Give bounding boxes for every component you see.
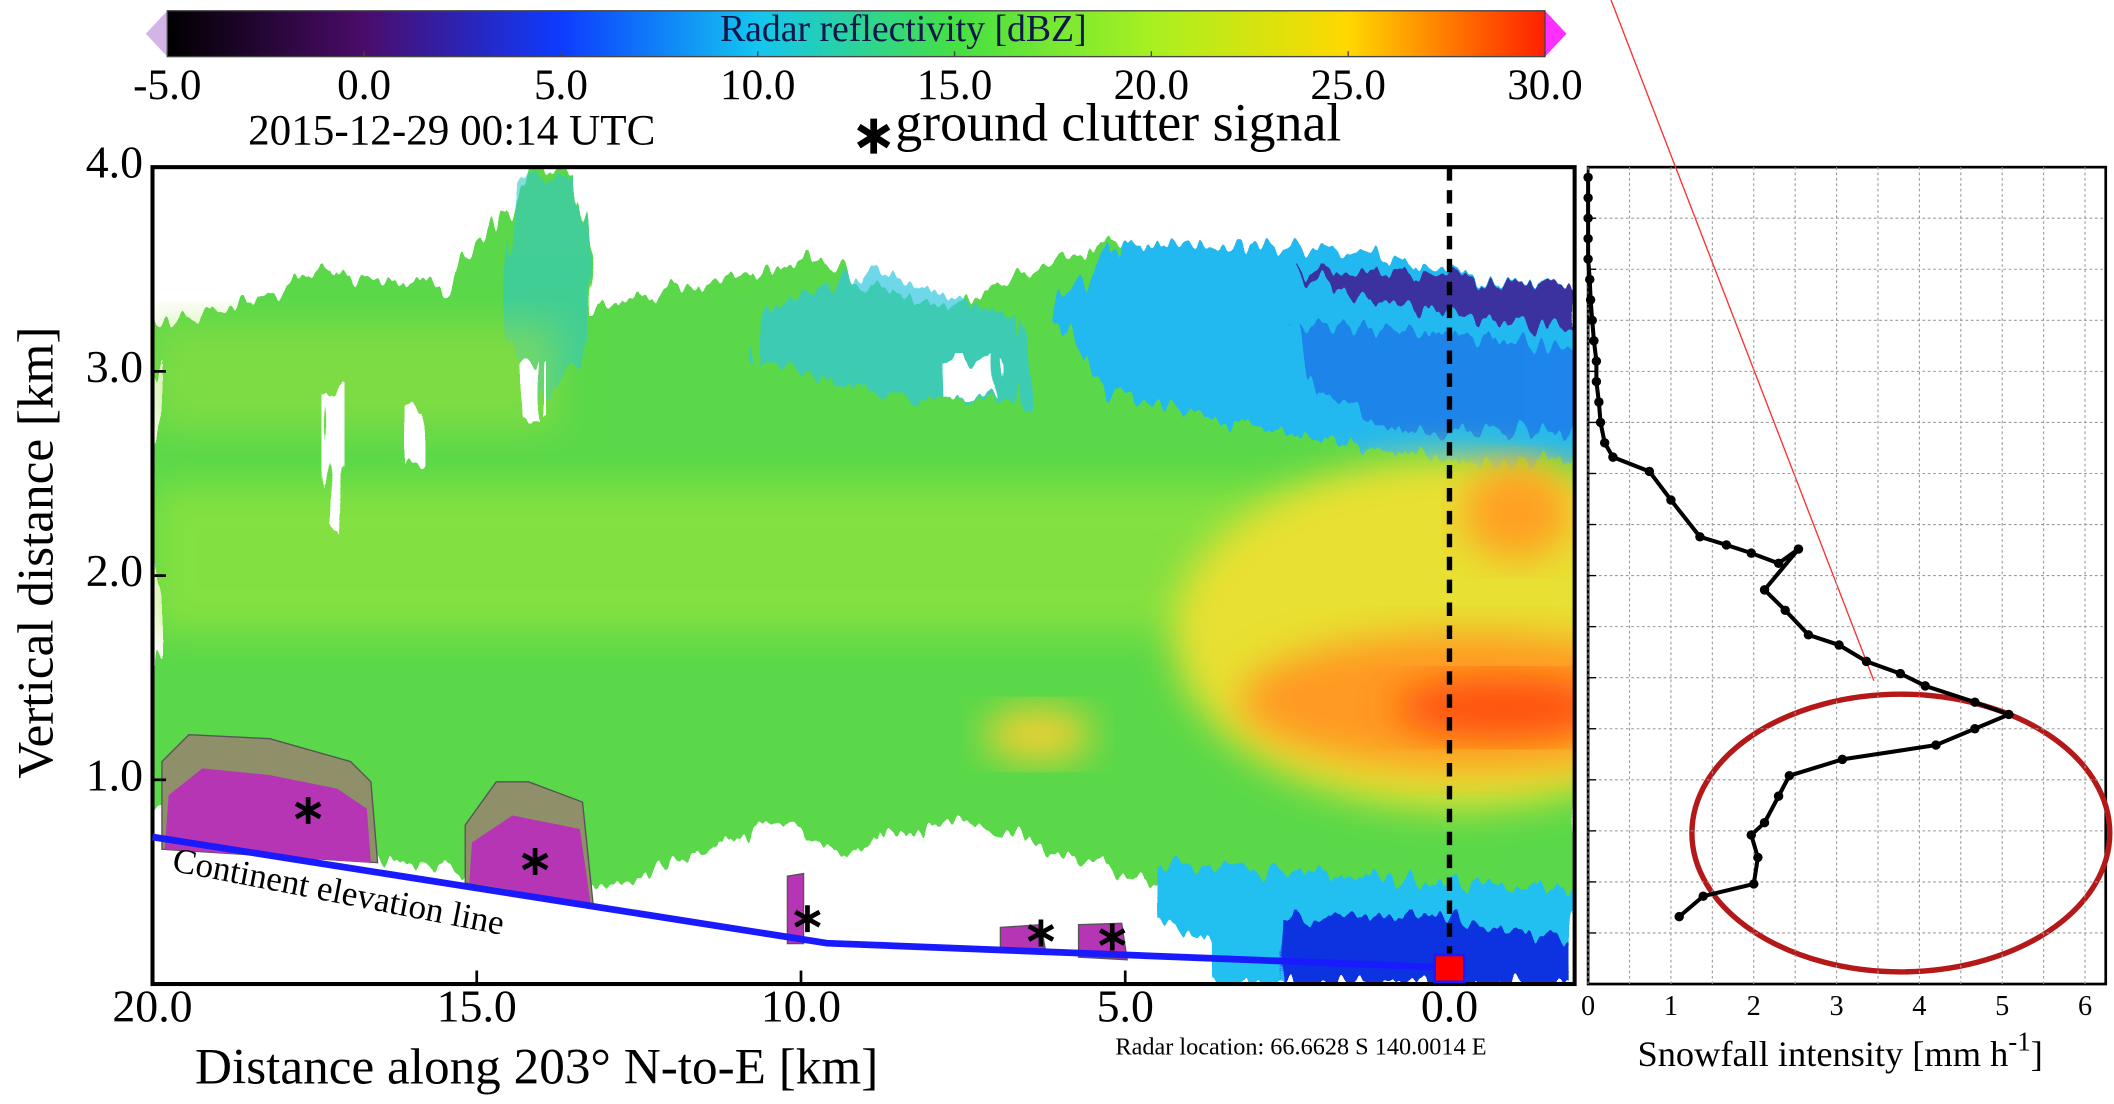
annotation-line [1610, 0, 1875, 681]
profile-x-label: Snowfall intensity [mm h-1] [1637, 1027, 2042, 1075]
profile-point [1583, 233, 1593, 244]
profile-point [1591, 376, 1602, 387]
y-axis-label: Vertical distance [km] [7, 327, 64, 779]
profile-point [1759, 817, 1770, 828]
clutter-legend: ground clutter signal [895, 92, 1341, 152]
profile-point [1585, 274, 1595, 285]
profile-point [1753, 852, 1763, 863]
profile-point [1780, 605, 1790, 616]
profile-point [1587, 315, 1597, 326]
profile-point [1931, 740, 1941, 750]
chart-title: 2015-12-29 00:14 UTC [248, 108, 655, 155]
colorbar-extend-low [145, 10, 168, 57]
profile-point [1666, 495, 1676, 505]
profile-point [1583, 193, 1593, 203]
x-tick-label: 4 [1912, 991, 1926, 1022]
profile-point [1837, 754, 1848, 765]
x-tick-label: 0 [1581, 991, 1595, 1022]
profile-point [1591, 356, 1602, 366]
profile-point [1920, 681, 1930, 691]
colorbar-tick-label: 20.0 [1114, 62, 1189, 109]
profile-point [1674, 911, 1684, 922]
x-tick-label: 15.0 [437, 981, 517, 1032]
colorbar-tick-label: 0.0 [337, 62, 391, 109]
radar-marker [1433, 953, 1466, 984]
profile-point [1970, 697, 1980, 707]
profile-point [1594, 397, 1604, 407]
clutter-marker [1098, 923, 1126, 951]
profile-point [1583, 254, 1593, 264]
colorbar [166, 10, 1546, 58]
x-tick-label: 3 [1829, 991, 1843, 1022]
profile-point [1834, 640, 1844, 650]
profile-x-label-end: ] [2031, 1035, 2043, 1075]
x-tick-label: 5 [1995, 991, 2009, 1022]
profile-point [1746, 548, 1756, 558]
profile-point [1644, 466, 1655, 477]
profile-point [1749, 879, 1759, 889]
annotation-ellipse [1689, 691, 2113, 975]
clutter-marker [294, 796, 322, 824]
profile-point [1793, 544, 1804, 554]
x-tick-label: 6 [2078, 991, 2092, 1022]
profile-point [1721, 540, 1732, 550]
profile-point [1599, 438, 1610, 448]
colorbar-tick-label: 30.0 [1507, 62, 1582, 109]
profile-point [1784, 771, 1795, 781]
clutter-marker [521, 848, 549, 875]
profile-point [1589, 336, 1599, 346]
profile-point [1970, 724, 1980, 734]
x-axis-label: Distance along 203° N-to-E [km] [195, 1038, 878, 1095]
profile-point [1803, 630, 1814, 640]
y-tick-label: 4.0 [86, 137, 143, 188]
x-tick-label: 0.0 [1421, 981, 1478, 1032]
x-tick-label: 1 [1664, 991, 1678, 1022]
profile-point [1698, 891, 1708, 901]
profile-point [1759, 585, 1770, 595]
profile-point [1585, 295, 1596, 305]
colorbar-tick-label: -5.0 [133, 62, 201, 109]
profile-point [1773, 791, 1784, 801]
elevation-line [151, 833, 1450, 972]
asterisk-symbol [857, 118, 891, 154]
profile-x-label-sup: -1 [2008, 1027, 2030, 1057]
profile-point [1773, 558, 1784, 569]
reflectivity-field [152, 167, 1575, 985]
colorbar-extend-high [1544, 10, 1567, 57]
profile-point [1583, 213, 1593, 223]
profile-x-label-main: Snowfall intensity [mm h [1637, 1035, 2008, 1075]
radar-location: Radar location: 66.6628 S 140.0014 E [1115, 1033, 1486, 1060]
y-tick-label: 1.0 [86, 749, 143, 800]
profile-point [2004, 709, 2014, 720]
clutter-marker [794, 905, 821, 933]
x-tick-label: 10.0 [761, 981, 841, 1032]
profile-point [1695, 532, 1705, 542]
profile-point [1861, 656, 1872, 667]
y-tick-label: 3.0 [86, 341, 143, 392]
colorbar-tick-label: 25.0 [1310, 62, 1385, 109]
x-tick-label: 5.0 [1097, 981, 1154, 1032]
colorbar-tick-label: 15.0 [917, 62, 992, 109]
profile-point [1608, 452, 1618, 462]
clutter-marker [1027, 919, 1055, 947]
colorbar-tick-label: 10.0 [720, 62, 795, 109]
profile-point [1746, 830, 1756, 840]
profile-point [1583, 172, 1593, 183]
colorbar-label: Radar reflectivity [dBZ] [720, 8, 1087, 50]
x-tick-label: 20.0 [112, 981, 192, 1032]
colorbar-tick-label: 5.0 [534, 62, 588, 109]
x-tick-label: 2 [1747, 991, 1761, 1022]
profile-point [1595, 417, 1606, 428]
y-tick-label: 2.0 [86, 545, 143, 596]
profile-point [1895, 668, 1906, 679]
